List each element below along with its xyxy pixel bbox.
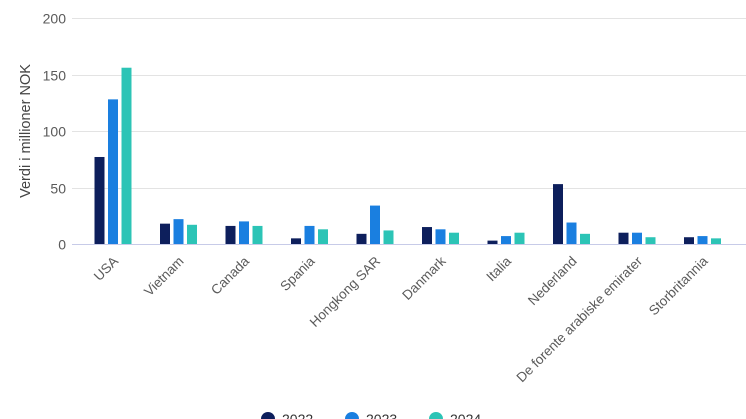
- y-axis-ticks: 0 50 100 150 200: [43, 11, 67, 253]
- bar-2022-canada[interactable]: [225, 225, 236, 244]
- bar-2024-hongkong-sar[interactable]: [383, 230, 394, 244]
- x-tick-label: Italia: [483, 253, 514, 284]
- bar-2023-hongkong-sar[interactable]: [370, 205, 380, 244]
- legend-marker-2022[interactable]: [261, 412, 275, 419]
- bar-2023-vietnam[interactable]: [173, 219, 184, 244]
- x-tick-label: USA: [91, 254, 121, 284]
- bar-2023-spania[interactable]: [304, 225, 315, 244]
- legend: 2022 2023 2024: [261, 411, 481, 419]
- bar-2023-storbritannia[interactable]: [697, 236, 708, 244]
- bar-2024-nederland[interactable]: [580, 233, 590, 244]
- x-tick-label: Danmark: [399, 253, 449, 303]
- gridlines: [72, 18, 746, 189]
- bar-2022-nederland[interactable]: [553, 184, 563, 244]
- bar-2022-hongkong-sar[interactable]: [356, 233, 367, 244]
- bar-2022-storbritannia[interactable]: [684, 237, 694, 244]
- legend-label-2023[interactable]: 2023: [366, 411, 397, 419]
- bar-2022-spania[interactable]: [291, 238, 301, 244]
- bars: [94, 67, 721, 244]
- y-tick-label: 100: [43, 124, 67, 140]
- bar-2024-italia[interactable]: [514, 232, 525, 244]
- bar-2024-spania[interactable]: [318, 229, 328, 244]
- x-tick-label: Spania: [277, 253, 318, 294]
- bar-2022-usa[interactable]: [94, 156, 105, 244]
- legend-label-2024[interactable]: 2024: [450, 411, 481, 419]
- bar-2023-danmark[interactable]: [435, 229, 446, 244]
- legend-marker-2023[interactable]: [345, 412, 359, 419]
- bar-2024-usa[interactable]: [121, 67, 132, 244]
- bar-2023-de-forente-arabiske-emirater[interactable]: [632, 232, 642, 244]
- bar-2023-canada[interactable]: [239, 221, 249, 244]
- bar-2023-italia[interactable]: [501, 236, 511, 244]
- x-tick-label: Canada: [208, 253, 252, 297]
- y-axis-title: Verdi i millioner NOK: [18, 64, 34, 198]
- bar-2023-usa[interactable]: [108, 99, 118, 244]
- bar-2022-vietnam[interactable]: [160, 223, 170, 244]
- x-tick-label: Hongkong SAR: [307, 253, 384, 330]
- bar-2024-storbritannia[interactable]: [711, 238, 721, 244]
- y-tick-label: 200: [43, 11, 67, 27]
- bar-2022-de-forente-arabiske-emirater[interactable]: [618, 232, 629, 244]
- bar-2024-vietnam[interactable]: [187, 224, 197, 244]
- legend-marker-2024[interactable]: [429, 412, 443, 419]
- bar-2024-canada[interactable]: [252, 225, 263, 244]
- y-tick-label: 50: [50, 181, 66, 197]
- x-tick-label: Nederland: [525, 254, 580, 309]
- x-tick-label: Vietnam: [141, 254, 186, 299]
- y-tick-label: 150: [43, 68, 67, 84]
- bar-2024-danmark[interactable]: [449, 232, 459, 244]
- bar-2023-nederland[interactable]: [566, 222, 577, 244]
- y-tick-label: 0: [58, 237, 66, 253]
- x-tick-label: De forente arabiske emirater: [514, 253, 646, 385]
- bar-2024-de-forente-arabiske-emirater[interactable]: [645, 237, 656, 244]
- bar-2022-danmark[interactable]: [422, 227, 432, 244]
- x-tick-label: Storbritannia: [646, 253, 711, 318]
- legend-label-2022[interactable]: 2022: [282, 411, 313, 419]
- bar-2022-italia[interactable]: [487, 240, 498, 244]
